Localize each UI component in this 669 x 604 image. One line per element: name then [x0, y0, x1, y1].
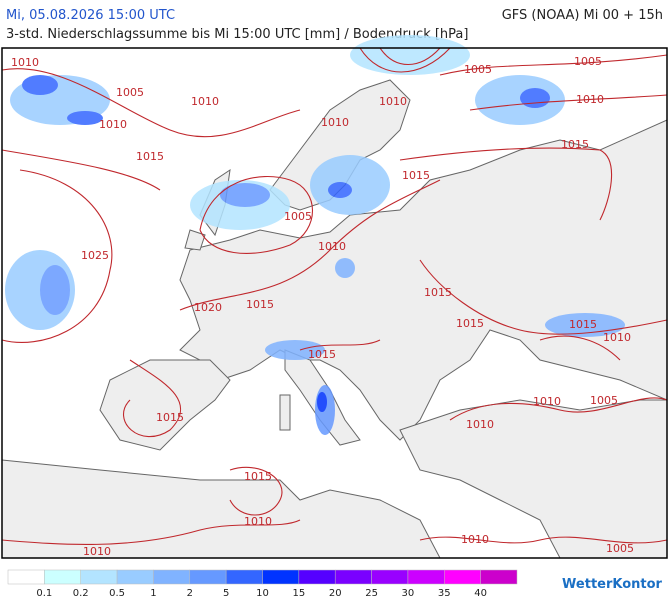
isobar-label: 1010 [191, 95, 219, 108]
isobar-label: 1010 [83, 545, 111, 558]
isobar-label: 1015 [456, 317, 484, 330]
precip-core [520, 88, 550, 108]
isobar [1, 519, 301, 546]
legend-swatch [480, 569, 518, 585]
isobar-label: 1005 [284, 210, 312, 223]
isobar-label: 1010 [533, 395, 561, 408]
isobar [399, 147, 613, 221]
isobar-label: 1010 [461, 533, 489, 546]
datetime: Mi, 05.08.2026 15:00 UTC [6, 8, 175, 23]
precip-area [310, 155, 390, 215]
isobar [449, 397, 668, 421]
legend-label: 10 [256, 588, 269, 599]
isobar-label: 1010 [466, 418, 494, 431]
isobar [379, 47, 441, 66]
legend-label: 0.2 [73, 588, 89, 599]
isobar-label: 1010 [603, 331, 631, 344]
isobar-label: 1010 [576, 93, 604, 106]
isobars [1, 47, 668, 546]
isobar [469, 94, 668, 111]
legend-label: 1 [150, 588, 156, 599]
legend-swatch [44, 569, 81, 585]
legend-swatch [80, 569, 118, 585]
isobar-label: 1015 [156, 411, 184, 424]
legend-label: 15 [292, 588, 305, 599]
isobar-label: 1015 [402, 169, 430, 182]
isobar-label: 1015 [569, 318, 597, 331]
legend-swatch [262, 569, 300, 585]
subtitle: 3-std. Niederschlagssumme bis Mi 15:00 U… [6, 27, 468, 42]
legend-swatch [7, 569, 45, 585]
isobar [419, 259, 668, 335]
legend-swatch [407, 569, 445, 585]
precip-core [317, 392, 327, 412]
isobar-label: 1010 [244, 515, 272, 528]
precip-core [220, 183, 270, 207]
legend-label: 5 [223, 588, 229, 599]
isobar [229, 466, 283, 516]
isobar-label: 1010 [99, 118, 127, 131]
legend-swatch [371, 569, 409, 585]
legend-label: 0.5 [109, 588, 125, 599]
precip-core [40, 265, 70, 315]
isobar [439, 54, 668, 76]
isobar-label: 1015 [308, 348, 336, 361]
isobar [419, 536, 668, 544]
precip-core [67, 111, 103, 125]
brand: WetterKontor [562, 577, 663, 592]
legend-swatch [225, 569, 263, 585]
isobar-label: 1015 [561, 138, 589, 151]
map: 1010 1005 1010 1010 1015 1025 1020 1015 1005 1010… [1, 35, 668, 559]
isobar-label: 1005 [606, 542, 634, 555]
precip-area [475, 75, 565, 125]
isobar [1, 68, 301, 138]
legend: 0.1 0.2 0.5 1 2 5 10 15 20 25 30 35 40 [7, 569, 518, 599]
isobar-label: 1010 [379, 95, 407, 108]
isobar [359, 47, 451, 73]
isobar-label: 1010 [318, 240, 346, 253]
legend-swatch [116, 569, 154, 585]
precip-area [265, 340, 325, 360]
isobar-labels: 1010 1005 1010 1010 1015 1025 1020 1015 1005 1010… [11, 55, 634, 558]
isobar-label: 1020 [194, 301, 222, 314]
legend-swatch [153, 569, 191, 585]
legend-swatch [444, 569, 481, 585]
legend-label: 0.1 [36, 588, 52, 599]
legend-label: 2 [187, 588, 193, 599]
isobar [299, 339, 381, 351]
isobar-label: 1005 [590, 394, 618, 407]
isobar [199, 176, 313, 254]
map-frame [1, 47, 668, 559]
legend-swatch [334, 569, 372, 585]
isobar-label: 1010 [321, 116, 349, 129]
isobar-label: 1005 [574, 55, 602, 68]
isobar-label: 1005 [116, 86, 144, 99]
legend-label: 40 [474, 588, 487, 599]
legend-swatch [189, 569, 227, 585]
isobar-label: 1015 [424, 286, 452, 299]
precip-area [335, 258, 355, 278]
land [1, 79, 668, 559]
isobar-label: 1005 [464, 63, 492, 76]
legend-swatch [298, 569, 336, 585]
isobar-label: 1010 [11, 56, 39, 69]
isobar [179, 179, 441, 311]
model-run: GFS (NOAA) Mi 00 + 15h [502, 8, 663, 23]
precip-core [22, 75, 58, 95]
isobar-label: 1015 [136, 150, 164, 163]
isobar-label: 1015 [246, 298, 274, 311]
isobar-label: 1015 [244, 470, 272, 483]
legend-label: 35 [438, 588, 451, 599]
legend-label: 25 [365, 588, 378, 599]
isobar-label: 1025 [81, 249, 109, 262]
precip-area [350, 35, 470, 75]
isobar [539, 335, 621, 361]
isobar [1, 169, 113, 343]
legend-label: 30 [402, 588, 415, 599]
isobar [123, 359, 182, 437]
precip-core [328, 182, 352, 198]
isobar [1, 149, 161, 191]
legend-label: 20 [329, 588, 342, 599]
